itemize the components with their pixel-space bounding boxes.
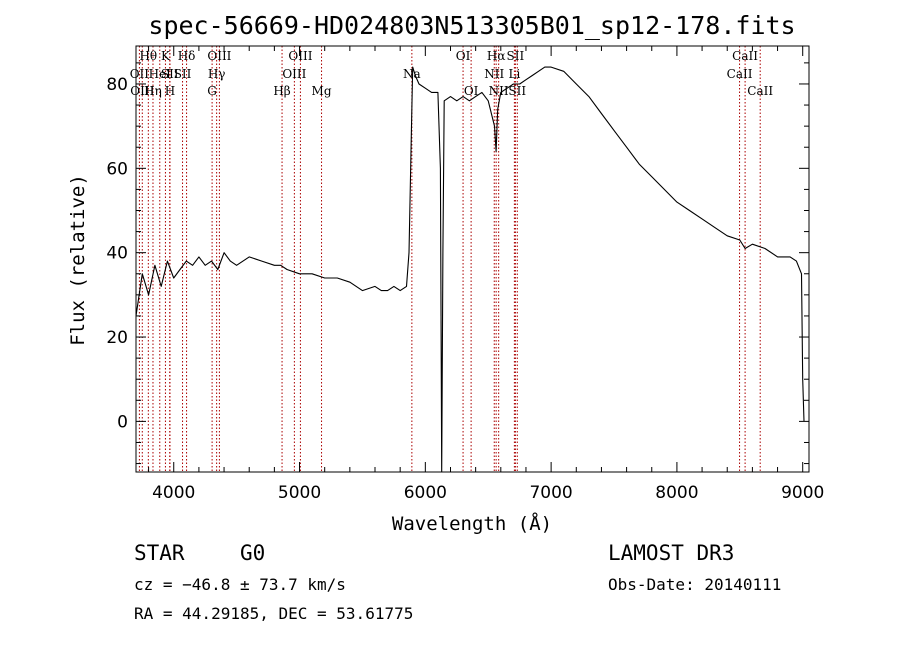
spectral-line-label: Hη (144, 84, 162, 98)
survey-name: LAMOST DR3 (608, 541, 734, 565)
spectral-line-label: Hγ (208, 67, 226, 81)
spectral-line-label: Na (403, 67, 421, 81)
spectral-line-label: Mg (312, 84, 332, 98)
spectral-line-label: OIII (288, 49, 312, 63)
y-tick-label: 20 (106, 328, 128, 348)
y-axis-label: Flux (relative) (67, 174, 89, 346)
spectral-line-label: Li (508, 67, 520, 81)
x-tick-label: 6000 (404, 483, 447, 503)
spectral-line-label: SII (508, 84, 526, 98)
x-tick-label: 8000 (655, 483, 698, 503)
object-subclass: G0 (240, 541, 265, 565)
coordinates: RA = 44.29185, DEC = 53.61775 (134, 604, 413, 623)
plot-frame (135, 45, 810, 473)
spectral-line-label: SII (161, 67, 179, 81)
x-tick-label: 7000 (529, 483, 572, 503)
spectral-line-label: Hβ (273, 84, 290, 98)
x-tick-label: 9000 (781, 483, 824, 503)
spectral-line-label: Hδ (178, 49, 196, 63)
spectral-line-label: SII (174, 67, 192, 81)
chart-title: spec-56669-HD024803N513305B01_sp12-178.f… (148, 11, 795, 40)
redshift-cz: cz = −46.8 ± 73.7 km/s (134, 575, 346, 594)
spectral-line-label: SII (507, 49, 525, 63)
spectral-line-label: G (207, 84, 217, 98)
x-axis-ticks: 4000 5000 6000 7000 8000 9000 (148, 46, 824, 503)
spectral-line-label: H (165, 84, 175, 98)
spectral-line-label: K (161, 49, 171, 63)
x-axis-label: Wavelength (Å) (392, 512, 552, 535)
spectral-line-label: Hθ (139, 49, 157, 63)
y-axis-ticks: 0 20 40 60 80 (106, 62, 809, 465)
y-tick-label: 80 (106, 75, 128, 95)
spectral-lines-layer (138, 46, 761, 472)
y-tick-label: 0 (117, 412, 128, 432)
series-layer (135, 66, 805, 473)
spectral-line-label: CaII (747, 84, 773, 98)
spectral-line-label: OI (456, 49, 471, 63)
y-tick-label: 40 (106, 244, 128, 264)
object-class: STAR (134, 541, 185, 565)
spectral-line-label: OI (464, 84, 479, 98)
spectral-line-label: OIII (282, 67, 306, 81)
spectral-line-label: NII (484, 67, 504, 81)
spectrum-series-line (135, 66, 805, 473)
spectral-line-label: NII (489, 84, 509, 98)
spectral-line-label: CaII (732, 49, 758, 63)
spectral-line-label: OII (130, 67, 150, 81)
spectral-line-label: CaII (727, 67, 753, 81)
x-tick-label: 5000 (278, 483, 321, 503)
obs-date: Obs-Date: 20140111 (608, 575, 781, 594)
spectral-line-label: HeI (149, 67, 172, 81)
spectral-line-label: OIII (207, 49, 231, 63)
y-tick-label: 60 (106, 159, 128, 179)
spectral-line-label: Hα (487, 49, 506, 63)
x-tick-label: 4000 (152, 483, 195, 503)
